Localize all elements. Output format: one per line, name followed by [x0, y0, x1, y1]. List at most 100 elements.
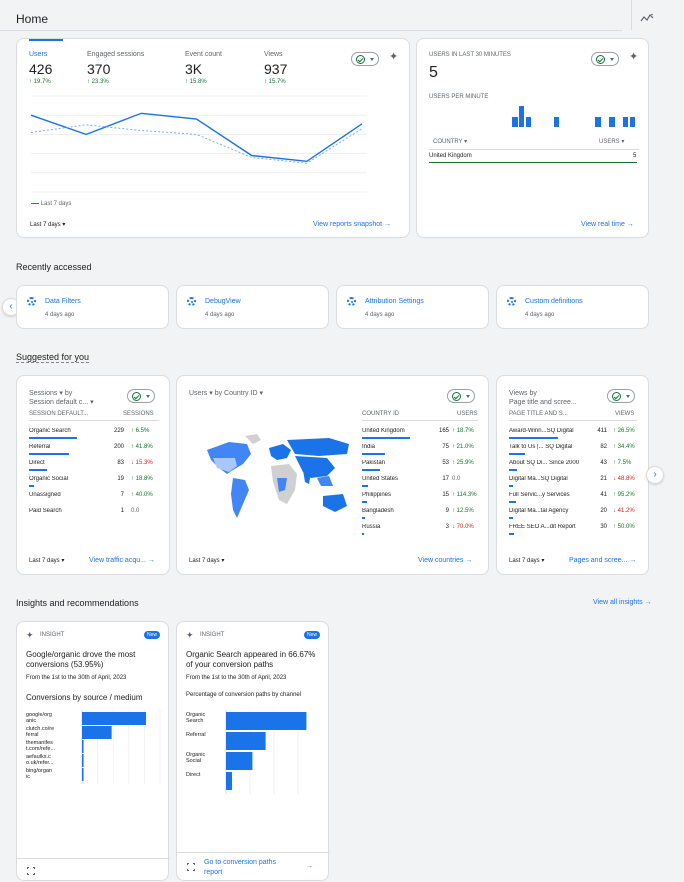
table-row-change-value: 95.2% — [617, 492, 635, 498]
recent-item[interactable]: DebugView 4 days ago — [176, 285, 329, 329]
table-row-bar — [509, 485, 514, 487]
date-range-selector[interactable]: Last 7 days — [30, 221, 65, 228]
view-real-time-label: View real time — [581, 221, 625, 228]
users-column-header[interactable]: USERS — [599, 138, 624, 145]
table-row-label[interactable]: Talk to Us |... SQ Digital — [509, 444, 573, 450]
metric-tab[interactable]: Event count 3K ↑ 15.8% — [185, 51, 222, 85]
conversion-paths-link[interactable]: Go to conversion paths report — [204, 859, 276, 876]
realtime-value: 5 — [429, 64, 438, 81]
insights-sparkline-icon[interactable] — [640, 10, 654, 22]
metric-change: ↑ 23.3% — [87, 79, 144, 85]
sessions-compare-dropdown[interactable] — [127, 389, 155, 403]
view-traffic-link[interactable]: View traffic acqu... → — [89, 557, 155, 564]
table-row-label[interactable]: Direct — [29, 460, 45, 466]
table-row-label[interactable]: Referral — [29, 444, 51, 450]
table-row-label[interactable]: Philippines — [362, 492, 392, 498]
country-date-range[interactable]: Last 7 days — [189, 557, 224, 564]
table-row-bar — [362, 517, 365, 519]
table-row-label[interactable]: United States — [362, 476, 399, 482]
table-row-change: ↑ 40.0% — [131, 492, 153, 498]
expand-icon[interactable] — [186, 862, 196, 872]
settings-gear-icon — [27, 297, 36, 306]
bar-label-line: Social — [186, 758, 201, 764]
metric-value: 370 — [87, 61, 111, 77]
table-row-label[interactable]: Full Servic...y Services — [509, 492, 570, 498]
pages-compare-dropdown[interactable] — [607, 389, 635, 403]
table-row-label[interactable]: Unassigned — [29, 492, 61, 498]
table-row-label[interactable]: Bangladesh — [362, 508, 394, 514]
sparkle-icon[interactable]: ✦ — [389, 51, 399, 63]
insight-tag: INSIGHT — [200, 632, 225, 638]
country-cell: United Kingdom — [429, 153, 472, 159]
table-row-label[interactable]: India — [362, 444, 376, 450]
table-row-change: ↑ 41.8% — [131, 444, 153, 450]
compare-dropdown[interactable] — [351, 52, 379, 66]
bar-label-line: ferral — [26, 732, 39, 738]
card-footer-divider — [177, 852, 330, 853]
scroll-left-button[interactable]: ‹ — [2, 298, 20, 316]
view-real-time-link[interactable]: View real time → — [581, 221, 634, 228]
sessions-date-range[interactable]: Last 7 days — [29, 557, 64, 564]
table-row-label[interactable]: Pakistan — [362, 460, 386, 466]
recent-item[interactable]: Data Filters 4 days ago — [16, 285, 169, 329]
bar — [82, 712, 146, 725]
table-row-label[interactable]: Organic Search — [29, 428, 71, 434]
arrow-up-icon: ↑ — [452, 444, 457, 450]
bar-label-line: clutch.co/re — [26, 726, 54, 732]
country-column-header[interactable]: COUNTRY — [433, 138, 467, 145]
insight-card-conversions[interactable]: ✦ INSIGHT New Google/organic drove the m… — [16, 621, 170, 881]
country-card-title[interactable]: Users by Country ID — [189, 389, 263, 397]
series-line-previous — [30, 124, 363, 164]
scroll-right-button[interactable]: › — [646, 466, 664, 484]
table-row-label[interactable]: Paid Search — [29, 508, 62, 514]
bar-label: Organic Social — [186, 752, 206, 764]
table-row-label[interactable]: FREE SEO A...dit Report — [509, 524, 576, 530]
realtime-sparkle-icon[interactable]: ✦ — [629, 51, 639, 63]
recent-item[interactable]: Attribution Settings 4 days ago — [336, 285, 489, 329]
map-india — [303, 470, 311, 484]
expand-icon[interactable] — [26, 866, 36, 876]
insight-headline: Google/organic drove the most conversion… — [26, 650, 136, 669]
pages-card-title[interactable]: Views by Page title and scree... — [509, 389, 609, 407]
country-compare-dropdown[interactable] — [447, 389, 475, 403]
table-row-change: 0.0 — [452, 476, 460, 482]
arrow-right-icon[interactable]: → — [306, 863, 313, 870]
table-row-label[interactable]: Russia — [362, 524, 381, 530]
table-row-change-value: 34.4% — [617, 444, 635, 450]
arrow-down-icon: ↓ — [452, 524, 457, 530]
metric-tab[interactable]: Engaged sessions 370 ↑ 23.3% — [87, 51, 144, 85]
table-row-bar — [362, 533, 364, 535]
table-row-label[interactable]: United Kingdom — [362, 428, 405, 434]
view-reports-snapshot-link[interactable]: View reports snapshot → — [313, 221, 391, 228]
metric-tab[interactable]: Users 426 ↑ 19.7% — [29, 51, 52, 85]
table-row-label[interactable]: About SQ Di... Since 2000 — [509, 460, 580, 466]
table-row-bar — [362, 453, 385, 455]
view-all-insights-link[interactable]: View all insights → — [593, 599, 652, 606]
table-row-label[interactable]: Digital Ma...SQ Digital — [509, 476, 568, 482]
realtime-compare-dropdown[interactable] — [591, 52, 619, 66]
recent-item[interactable]: Custom definitions 4 days ago — [496, 285, 649, 329]
table-row-change-value: 0.0 — [452, 476, 461, 482]
table-row-label[interactable]: Organic Social — [29, 476, 69, 482]
conversions-by-source-chart: google/org anic clutch.co/re ferral themanif… — [26, 710, 161, 784]
view-countries-link[interactable]: View countries → — [418, 557, 472, 564]
insight-card-conversion-paths[interactable]: ✦ INSIGHT New Organic Search appeared in… — [176, 621, 330, 881]
sessions-card-title[interactable]: Sessions by Session default c... — [29, 389, 129, 407]
table-row-label[interactable]: Award-Winn...SQ Digital — [509, 428, 574, 434]
table-row-change: ↑ 50.0% — [613, 524, 635, 530]
arrow-up-icon: ↑ — [131, 476, 136, 482]
view-reports-snapshot-label: View reports snapshot — [313, 221, 383, 228]
metric-change: ↑ 15.7% — [264, 79, 287, 85]
arrow-down-icon: ↓ — [613, 508, 618, 514]
recent-item-label: Data Filters — [45, 298, 81, 305]
map-australia — [323, 494, 347, 512]
chevron-down-icon — [626, 395, 630, 398]
map-united-states — [213, 458, 237, 472]
recent-item-time: 4 days ago — [525, 312, 555, 318]
bar-label-line: Organic — [186, 712, 206, 718]
pages-and-screens-link[interactable]: Pages and scree... → — [569, 557, 636, 564]
check-icon — [452, 392, 461, 401]
metric-tab[interactable]: Views 937 ↑ 15.7% — [264, 51, 287, 85]
pages-date-range[interactable]: Last 7 days — [509, 557, 544, 564]
table-row-label[interactable]: Digital Ma...tal Agency — [509, 508, 569, 514]
